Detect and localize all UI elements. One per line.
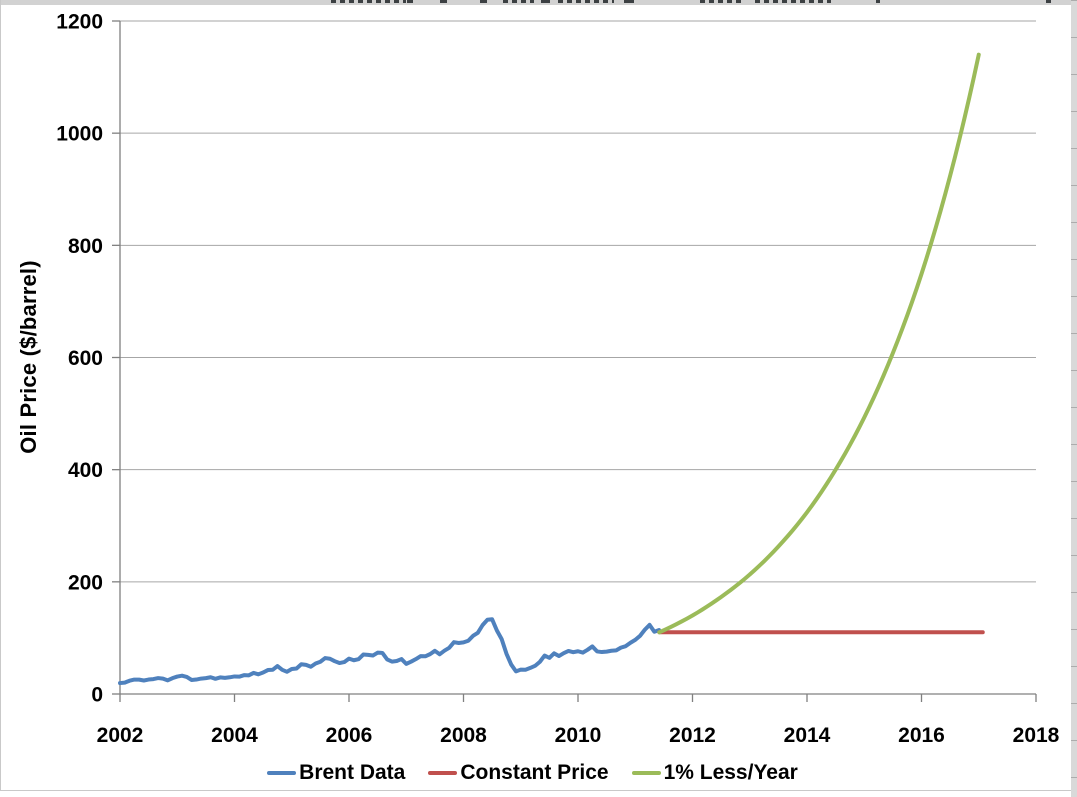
clipped-text-fragment: [1046, 0, 1051, 3]
clipped-text-fragment: [503, 0, 534, 3]
series-line-1-less-year: [657, 52, 981, 635]
legend-item-brent-data: Brent Data: [267, 761, 405, 785]
y-tick-label-200: 200: [68, 571, 103, 594]
series-line-brent-data: [118, 617, 662, 686]
legend-label: 1% Less/Year: [663, 761, 798, 784]
clipped-text-fragment: [480, 0, 487, 3]
y-tick-label-1000: 1000: [56, 123, 103, 146]
x-tick-label-2012: 2012: [669, 724, 716, 747]
legend-swatch-icon: [631, 770, 661, 776]
x-tick-label-2010: 2010: [555, 724, 602, 747]
clipped-text-fragment: [624, 0, 634, 3]
x-tick-label-2006: 2006: [326, 724, 373, 747]
clipped-text-fragment: [558, 0, 614, 3]
y-tick-label-0: 0: [91, 684, 103, 707]
clipped-text-fragment: [440, 0, 447, 3]
y-tick-label-600: 600: [68, 347, 103, 370]
y-axis-title: Oil Price ($/barrel): [16, 260, 41, 454]
clipped-text-fragment: [876, 0, 880, 3]
legend-label: Brent Data: [299, 761, 406, 784]
y-tick-label-1200: 1200: [56, 11, 103, 34]
x-tick-label-2002: 2002: [97, 724, 144, 747]
scrollbar-track[interactable]: [1071, 0, 1077, 797]
legend-item-constant-price: Constant Price: [428, 761, 609, 785]
window-bottom-border: [0, 790, 1077, 791]
legend-label: Constant Price: [460, 761, 609, 784]
x-tick-label-2008: 2008: [440, 724, 487, 747]
y-tick-label-400: 400: [68, 459, 103, 482]
legend-item-1-less-year: 1% Less/Year: [631, 761, 798, 785]
clipped-text-fragment: [700, 0, 742, 3]
x-tick-label-2018: 2018: [1013, 724, 1060, 747]
x-tick-label-2016: 2016: [898, 724, 945, 747]
clipped-text-fragment: [407, 0, 413, 3]
y-tick-label-800: 800: [68, 235, 103, 258]
x-tick-label-2004: 2004: [211, 724, 258, 747]
clipped-text-fragment: [541, 0, 550, 3]
window-left-border: [0, 0, 1, 791]
legend-swatch-icon: [267, 770, 297, 776]
clipped-text-fragment: [755, 0, 831, 3]
legend-swatch-icon: [428, 770, 458, 776]
legend: Brent Data Constant Price 1% Less/Year: [0, 756, 1065, 790]
clipped-text-fragment: [331, 0, 406, 3]
x-tick-label-2014: 2014: [784, 724, 831, 747]
clipped-toolbar-strip: [0, 0, 1077, 5]
